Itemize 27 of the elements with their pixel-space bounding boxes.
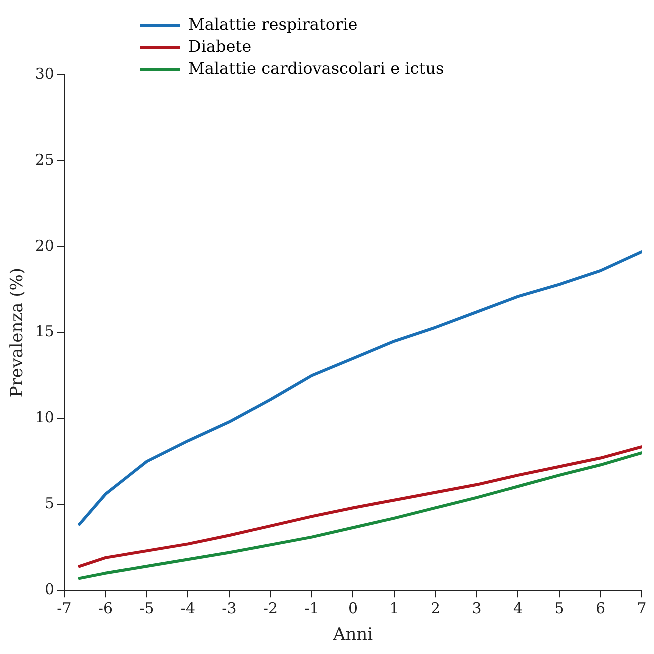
x-tick-label: 6 [596,599,606,618]
x-tick-label: -5 [140,599,154,618]
y-tick-label: 0 [44,580,54,598]
x-tick-label: 2 [430,599,441,618]
x-tick-label: 4 [513,599,524,618]
x-tick-label: -7 [57,599,72,618]
x-tick-label: -2 [263,599,278,618]
legend-label: Diabete [188,37,252,56]
x-tick-label: 3 [472,599,482,618]
x-tick-label: -1 [304,599,320,618]
y-tick-label: 10 [35,408,54,427]
y-tick-label: 5 [44,494,54,513]
x-tick-label: 0 [348,599,358,618]
x-tick-label: 5 [554,599,564,618]
x-axis-title: Anni [332,625,374,646]
legend-label: Malattie cardiovascolari e ictus [188,59,444,78]
legend-label: Malattie respiratorie [188,15,358,34]
x-tick-label: -3 [222,599,237,618]
x-tick-label: -4 [180,599,196,618]
y-tick-label: 15 [35,322,54,341]
y-axis-title: Prevalenza (%) [8,268,28,398]
y-tick-label: 30 [35,64,54,83]
y-tick-label: 25 [35,150,54,169]
x-tick-label: -6 [98,599,114,618]
x-tick-label: 7 [637,599,647,618]
y-tick-label: 20 [35,236,54,255]
x-tick-label: 1 [390,599,400,618]
